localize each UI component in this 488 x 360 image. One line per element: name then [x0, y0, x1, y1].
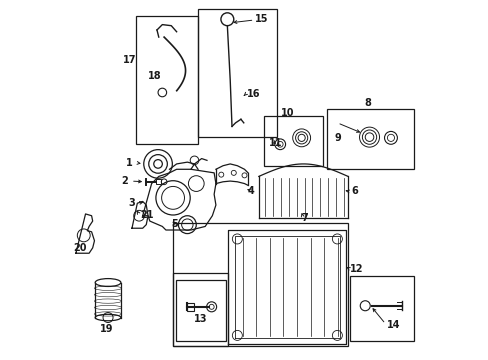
- Text: 13: 13: [194, 314, 207, 324]
- Text: 2: 2: [122, 176, 128, 186]
- Bar: [176, 280, 225, 342]
- Text: 21: 21: [140, 210, 154, 220]
- Bar: [264, 116, 323, 166]
- Text: 14: 14: [386, 320, 400, 330]
- Text: 19: 19: [100, 324, 114, 334]
- Text: 7: 7: [301, 212, 308, 222]
- Bar: [156, 179, 161, 184]
- Text: 3: 3: [128, 198, 135, 208]
- Bar: [135, 16, 198, 144]
- Bar: [187, 302, 194, 311]
- Text: 9: 9: [334, 133, 341, 143]
- Text: 11: 11: [268, 138, 282, 148]
- Text: 20: 20: [73, 243, 86, 253]
- Bar: [173, 223, 347, 346]
- Text: 5: 5: [171, 219, 178, 229]
- Text: 4: 4: [247, 186, 254, 196]
- Bar: [349, 276, 413, 341]
- Text: 17: 17: [123, 55, 136, 65]
- Text: 6: 6: [351, 186, 358, 197]
- Text: 1: 1: [126, 158, 133, 168]
- Text: 10: 10: [280, 108, 293, 118]
- Text: 16: 16: [247, 89, 260, 99]
- Text: 18: 18: [147, 71, 161, 81]
- Bar: [326, 109, 413, 169]
- Text: 8: 8: [364, 98, 370, 108]
- Bar: [173, 273, 228, 346]
- Text: 15: 15: [255, 14, 268, 24]
- Text: 12: 12: [349, 264, 363, 274]
- Bar: [198, 9, 276, 137]
